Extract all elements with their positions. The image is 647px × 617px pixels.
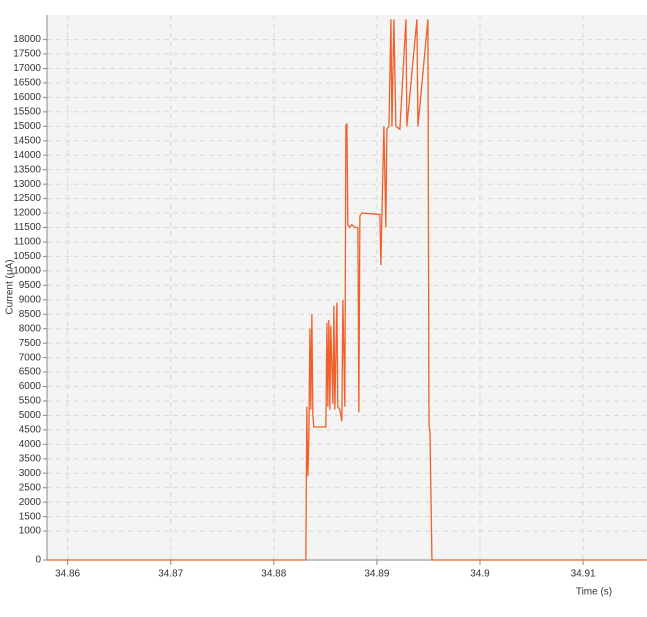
- y-tick-label: 18000: [13, 34, 41, 45]
- y-tick-label: 6000: [19, 381, 42, 392]
- x-tick-label: 34.91: [571, 569, 596, 580]
- y-tick-label: 0: [35, 555, 41, 566]
- y-tick-label: 13500: [13, 164, 41, 175]
- y-tick-label: 6500: [19, 367, 42, 378]
- y-tick-label: 2500: [19, 482, 42, 493]
- y-tick-label: 9000: [19, 294, 42, 305]
- y-tick-label: 3000: [19, 468, 42, 479]
- y-tick-label: 15000: [13, 121, 41, 132]
- y-tick-label: 17000: [13, 63, 41, 74]
- y-tick-label: 7000: [19, 352, 42, 363]
- y-tick-label: 1000: [19, 526, 42, 537]
- x-axis-label: Time (s): [576, 587, 612, 598]
- y-tick-label: 5500: [19, 396, 42, 407]
- x-tick-label: 34.9: [470, 569, 490, 580]
- x-tick-label: 34.87: [158, 569, 183, 580]
- y-tick-label: 4000: [19, 439, 42, 450]
- y-tick-label: 16500: [13, 78, 41, 89]
- y-tick-label: 12500: [13, 193, 41, 204]
- y-tick-label: 14000: [13, 150, 41, 161]
- y-tick-label: 12000: [13, 208, 41, 219]
- y-tick-label: 7500: [19, 338, 42, 349]
- y-tick-label: 8500: [19, 309, 42, 320]
- y-tick-label: 1500: [19, 511, 42, 522]
- y-tick-label: 2000: [19, 497, 42, 508]
- y-axis-label: Current (µA): [5, 259, 16, 314]
- data-line: [47, 19, 647, 561]
- y-tick-label: 9500: [19, 280, 42, 291]
- x-tick-label: 34.86: [55, 569, 80, 580]
- y-tick-label: 10500: [13, 251, 41, 262]
- y-tick-label: 8000: [19, 323, 42, 334]
- y-tick-label: 14500: [13, 135, 41, 146]
- y-tick-label: 13000: [13, 179, 41, 190]
- y-tick-label: 16000: [13, 92, 41, 103]
- y-tick-label: 17500: [13, 49, 41, 60]
- plot-area: [47, 15, 647, 560]
- y-tick-label: 3500: [19, 453, 42, 464]
- y-tick-label: 5000: [19, 410, 42, 421]
- y-tick-label: 11000: [14, 237, 42, 248]
- x-tick-label: 34.88: [261, 569, 286, 580]
- y-tick-label: 10000: [13, 266, 41, 277]
- y-tick-label: 15500: [13, 106, 41, 117]
- x-tick-label: 34.89: [364, 569, 389, 580]
- y-tick-label: 11500: [14, 222, 42, 233]
- y-tick-label: 4500: [19, 425, 42, 436]
